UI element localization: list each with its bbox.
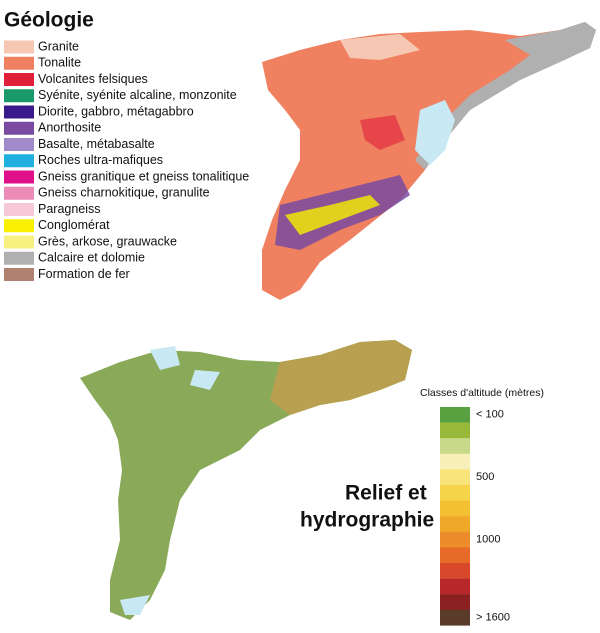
geology-legend: Granite Tonalite Volcanites felsiques Syéni… [4, 39, 249, 281]
legend-label: Roches ultra-mafiques [38, 153, 163, 167]
scale-swatch [440, 578, 470, 595]
legend-label: Tonalite [38, 56, 81, 70]
legend-label: Diorite, gabbro, métagabbro [38, 104, 194, 118]
scale-swatch [440, 500, 470, 517]
scale-label: 500 [476, 471, 494, 483]
legend-swatch [4, 170, 34, 184]
legend-label: Grès, arkose, grauwacke [38, 234, 177, 248]
legend-label: Paragneiss [38, 202, 101, 216]
scale-swatch [440, 609, 470, 626]
legend-swatch [4, 268, 34, 281]
legend-label: Calcaire et dolomie [38, 251, 145, 265]
relief-title: hydrographie [300, 509, 434, 532]
legend-swatch [4, 56, 34, 70]
altitude-scale: < 100 500 1000 > 1600 [440, 407, 510, 626]
legend-swatch [4, 138, 34, 151]
scale-swatch [440, 453, 470, 470]
legend-swatch [4, 40, 34, 54]
legend-label: Gneiss granitique et gneiss tonalitique [38, 169, 249, 183]
scale-label: < 100 [476, 409, 504, 421]
relief-title: Relief et [345, 482, 427, 505]
legend-swatch [4, 203, 34, 216]
scale-label: 1000 [476, 534, 500, 546]
scale-swatch [440, 516, 470, 532]
scale-swatch [440, 563, 470, 579]
scale-label: > 1600 [476, 612, 510, 624]
legend-label: Gneiss charnokitique, granulite [38, 186, 210, 200]
legend-label: Anorthosite [38, 121, 101, 135]
scale-title: Classes d'altitude (mètres) [420, 387, 544, 399]
scale-swatch [440, 485, 470, 501]
scale-swatch [440, 438, 470, 454]
legend-swatch [4, 73, 34, 86]
scale-swatch [440, 531, 470, 548]
legend-swatch [4, 251, 34, 265]
legend-label: Volcanites felsiques [38, 72, 148, 86]
legend-swatch [4, 186, 34, 200]
legend-label: Basalte, métabasalte [38, 137, 155, 151]
legend-swatch [4, 235, 34, 249]
scale-swatch [440, 469, 470, 486]
legend-swatch [4, 105, 34, 119]
scale-swatch [440, 594, 470, 610]
scale-swatch [440, 547, 470, 564]
geology-title: Géologie [4, 9, 94, 32]
legend-label: Syénite, syénite alcaline, monzonite [38, 88, 237, 102]
geology-map [262, 22, 596, 300]
legend-swatch [4, 154, 34, 168]
relief-map [80, 340, 412, 620]
legend-swatch [4, 219, 34, 233]
legend-swatch [4, 89, 34, 103]
scale-swatch [440, 407, 470, 423]
legend-swatch [4, 121, 34, 135]
legend-label: Formation de fer [38, 267, 130, 281]
scale-swatch [440, 422, 470, 439]
legend-label: Conglomérat [38, 218, 110, 232]
legend-label: Granite [38, 39, 79, 53]
